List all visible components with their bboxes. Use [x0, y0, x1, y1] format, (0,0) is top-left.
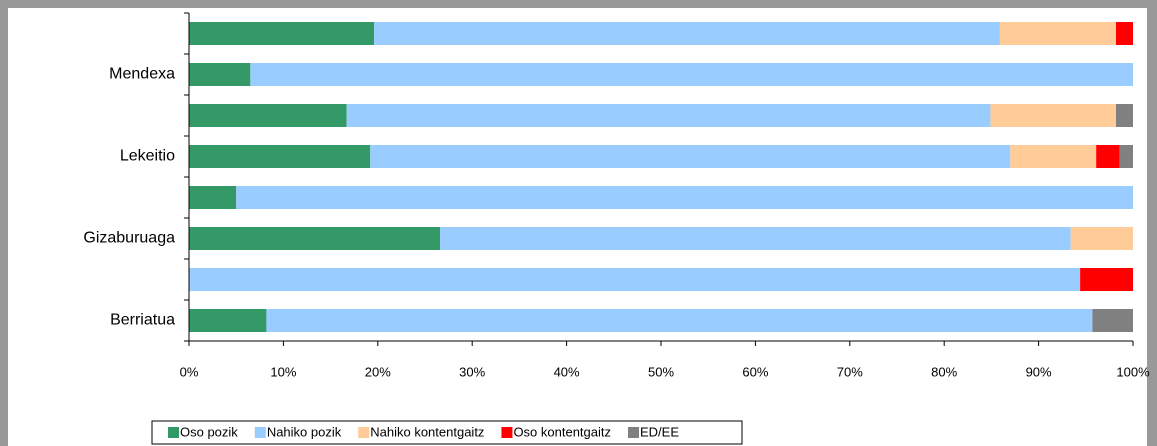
x-tick-label: 80%: [931, 364, 957, 379]
legend-label: ED/EE: [640, 424, 679, 439]
bar-segment: [370, 145, 1011, 168]
bar-segment: [440, 227, 1071, 250]
y-tick-label: Mendexa: [109, 66, 175, 83]
bar-segment: [189, 145, 371, 168]
legend-swatch: [628, 427, 639, 438]
bar-segment: [374, 22, 1000, 45]
legend-label: Oso pozik: [180, 424, 238, 439]
legend-swatch: [501, 427, 513, 438]
bar-segment: [236, 186, 1133, 209]
x-tick-label: 20%: [365, 364, 391, 379]
bar-segment: [1096, 145, 1120, 168]
bar-segment: [189, 186, 237, 209]
bar-segment: [346, 104, 991, 127]
bar-segment: [189, 22, 375, 45]
bar-segment: [1119, 145, 1133, 168]
legend-box: [151, 420, 743, 445]
bar-segment: [266, 309, 1093, 332]
bar-segment: [250, 63, 1134, 86]
bar-segment: [1070, 227, 1133, 250]
bar-segment: [189, 309, 267, 332]
bar-segment: [1092, 309, 1133, 332]
y-tick-label: Berriatua: [110, 312, 175, 329]
bar-segment: [1116, 22, 1133, 45]
legend-label: Nahiko kontentgaitz: [370, 424, 484, 439]
legend-swatch: [168, 427, 179, 438]
bar-segment: [1116, 104, 1133, 127]
x-tick-label: 10%: [270, 364, 296, 379]
legend-label: Oso kontentgaitz: [513, 424, 611, 439]
x-tick-label: 70%: [837, 364, 863, 379]
x-tick-label: 90%: [1026, 364, 1052, 379]
legend-swatch: [254, 427, 266, 438]
bar-segment: [1080, 268, 1133, 291]
bar-segment: [189, 104, 347, 127]
x-tick-label: 40%: [554, 364, 580, 379]
legend-swatch: [358, 427, 370, 438]
bar-segment: [999, 22, 1117, 45]
bar-segment: [189, 63, 251, 86]
x-tick-label: 0%: [180, 364, 199, 379]
x-tick-label: 30%: [459, 364, 485, 379]
bar-segment: [990, 104, 1117, 127]
y-tick-label: Lekeitio: [120, 148, 175, 165]
bar-segment: [189, 227, 441, 250]
x-tick-label: 60%: [742, 364, 768, 379]
legend-label: Nahiko pozik: [267, 424, 342, 439]
x-tick-label: 100%: [1116, 364, 1150, 379]
x-tick-label: 50%: [648, 364, 674, 379]
bar-segment: [1010, 145, 1097, 168]
bar-segment: [189, 268, 1081, 291]
y-tick-label: Gizaburuaga: [83, 230, 175, 247]
